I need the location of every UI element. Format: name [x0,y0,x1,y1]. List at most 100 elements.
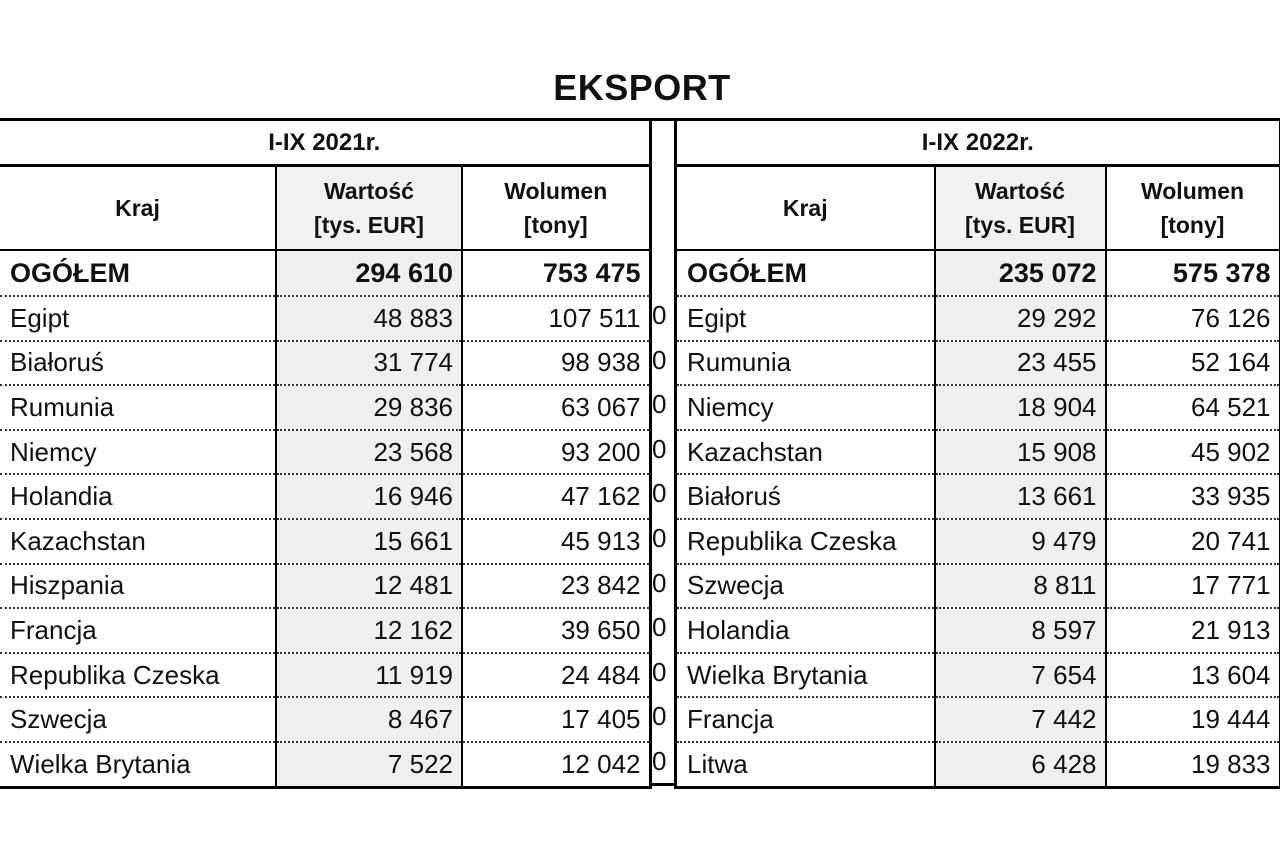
country-cell: Niemcy [0,429,276,476]
volume-cell: 12 042 [461,741,650,788]
table-row: Rumunia 29 836 63 067 [0,385,650,431]
table-row: Niemcy 23 568 93 200 [0,429,650,476]
separator-marker: 0 [652,300,667,330]
country-cell: Hiszpania [0,563,276,610]
volume-cell: 33 935 [1104,474,1280,520]
total-label: OGÓŁEM [675,250,935,297]
column-header-volume: Wolumen [tony] [1104,165,1280,251]
column-header-volume: Wolumen [tony] [461,165,650,251]
value-cell: 7 522 [275,741,462,788]
country-cell: Litwa [687,748,748,779]
value-cell: 15 908 [933,429,1106,476]
volume-cell: 13 604 [1104,652,1280,699]
country-cell: Egipt [675,296,935,342]
table-row: Rumunia 23 455 52 164 [675,340,1280,387]
volume-cell: 19 833 [1104,741,1280,788]
country-cell: Rumunia [0,385,276,431]
value-cell: 23 568 [275,429,462,476]
volume-cell: 52 164 [1104,340,1280,387]
column-header-value: Wartość [tys. EUR] [933,165,1106,251]
volume-cell: 45 913 [461,518,650,565]
column-header-value: Wartość [tys. EUR] [275,165,462,251]
value-cell: 29 836 [275,385,462,431]
table-row: Holandia 8 597 21 913 [675,608,1280,654]
country-cell: Niemcy [675,385,935,431]
volume-cell: 21 913 [1104,608,1280,654]
table-row: Egipt 48 883 107 511 [0,296,650,342]
volume-cell: 20 741 [1104,518,1280,565]
export-table-2022: I-IX 2022r. Kraj Wartość [tys. EUR] Wolum… [674,118,1280,789]
total-label: OGÓŁEM [0,250,276,297]
volume-cell: 17 405 [461,697,650,743]
value-cell: 29 292 [933,296,1106,342]
total-volume: 753 475 [461,250,650,297]
total-value: 235 072 [933,250,1106,297]
volume-cell: 45 902 [1104,429,1280,476]
country-cell: Republika Czeska [0,652,276,699]
page-title: EKSPORT [553,67,731,108]
value-cell: 6 428 [933,741,1106,788]
value-cell: 7 654 [933,652,1106,699]
volume-cell: 24 484 [461,652,650,699]
table-row: Wielka Brytania 7 654 13 604 [675,652,1280,699]
value-cell: 8 467 [275,697,462,743]
value-cell: 9 479 [933,518,1106,565]
table-separator: 0 0 0 0 0 0 0 0 0 0 0 [650,118,674,786]
country-cell: Wielka Brytania [10,748,191,779]
table-row: Republika Czeska 11 919 24 484 [0,652,650,699]
volume-cell: 64 521 [1104,385,1280,431]
total-value: 294 610 [275,250,462,297]
country-cell: Republika Czeska [675,518,935,565]
total-row: OGÓŁEM 294 610 753 475 [0,250,650,297]
country-cell: Szwecja [675,563,935,610]
period-header: I-IX 2021r. [0,119,650,167]
value-cell: 16 946 [275,474,462,520]
value-cell: 12 162 [275,608,462,654]
period-header: I-IX 2022r. [675,119,1280,167]
table-row: Wielka Brytania 7 522 12 042 [0,741,650,788]
country-cell: Holandia [0,474,276,520]
value-cell: 8 811 [933,563,1106,610]
country-cell: Francja [0,608,276,654]
value-cell: 31 774 [275,340,462,387]
volume-cell: 63 067 [461,385,650,431]
table-row: Francja 7 442 19 444 [675,697,1280,743]
value-cell: 8 597 [933,608,1106,654]
volume-cell: 47 162 [461,474,650,520]
separator-marker: 0 [652,478,667,509]
table-row: Białoruś 13 661 33 935 [675,474,1280,520]
total-row: OGÓŁEM 235 072 575 378 [675,250,1280,297]
volume-cell: 39 650 [461,608,650,654]
separator-marker: 0 [652,433,667,464]
table-row: Szwecja 8 467 17 405 [0,697,650,743]
country-cell: Białoruś [0,340,276,387]
table-row: Szwecja 8 811 17 771 [675,563,1280,610]
separator-marker: 0 [652,612,667,643]
country-cell: Egipt [0,296,276,342]
value-cell: 11 919 [275,652,462,699]
separator-marker: 0 [652,389,667,420]
value-cell: 18 904 [933,385,1106,431]
separator-marker: 0 [652,701,667,732]
table-row: Holandia 16 946 47 162 [0,474,650,520]
value-cell: 23 455 [933,340,1106,387]
volume-cell: 19 444 [1104,697,1280,743]
export-table-2021: I-IX 2021r. Kraj Wartość [tys. EUR] Wolum… [0,118,652,789]
table-row: Kazachstan 15 661 45 913 [0,518,650,565]
value-cell: 48 883 [275,296,462,342]
column-header-country: Kraj [0,165,276,251]
column-header-country: Kraj [675,165,935,251]
country-cell: Francja [675,697,935,743]
table-row: Hiszpania 12 481 23 842 [0,563,650,610]
value-cell: 15 661 [275,518,462,565]
value-cell: 13 661 [933,474,1106,520]
country-cell: Rumunia [675,340,935,387]
country-cell: Kazachstan [675,429,935,476]
table-row: Francja 12 162 39 650 [0,608,650,654]
table-row: Egipt 29 292 76 126 [675,296,1280,342]
value-cell: 7 442 [933,697,1106,743]
total-volume: 575 378 [1104,250,1280,297]
country-cell: Kazachstan [0,518,276,565]
country-cell: Holandia [675,608,935,654]
separator-marker: 0 [652,746,667,776]
